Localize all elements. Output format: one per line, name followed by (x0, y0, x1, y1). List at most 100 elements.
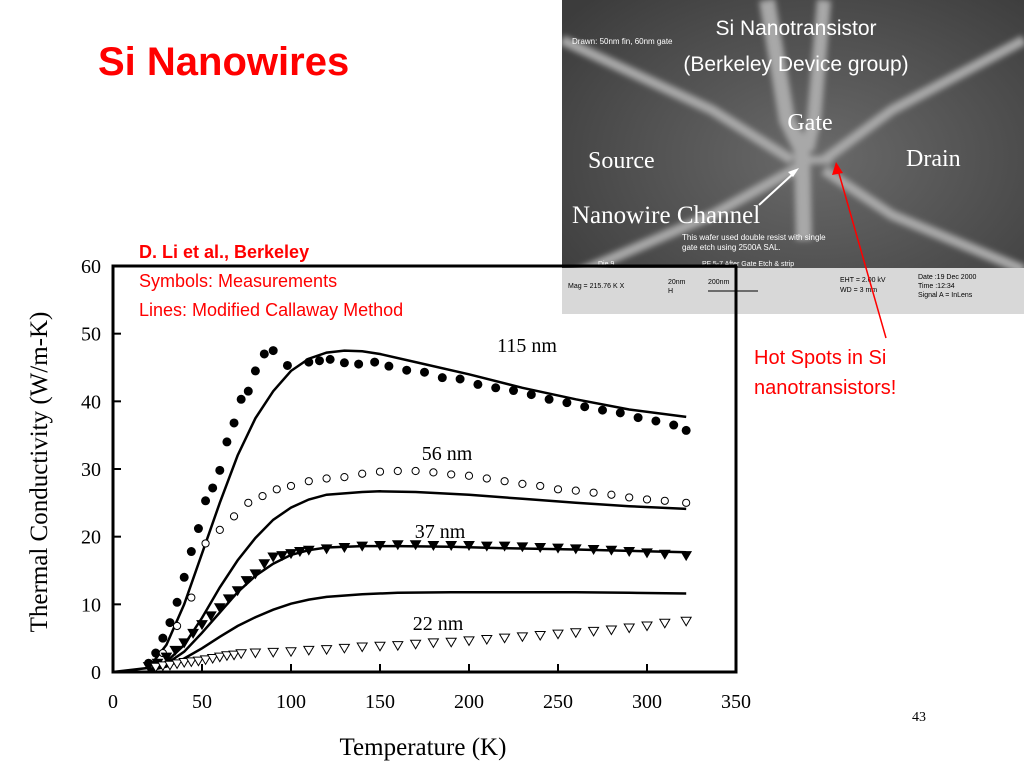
point-115-nm (455, 374, 465, 384)
series-label-22-nm: 22 nm (413, 613, 464, 635)
point-37-nm (680, 551, 693, 562)
label-source: Source (588, 148, 655, 174)
point-115-nm (172, 597, 182, 607)
point-37-nm (187, 628, 199, 639)
y-tick-label: 20 (81, 527, 101, 549)
point-22-nm (356, 642, 369, 653)
point-115-nm (402, 365, 412, 375)
point-37-nm (196, 620, 208, 631)
point-22-nm (285, 647, 297, 658)
point-37-nm (587, 545, 600, 556)
slide-title: Si Nanowires (98, 40, 350, 84)
channel-pointer-arrowhead (788, 168, 799, 177)
point-115-nm (250, 366, 260, 376)
point-56-nm (215, 525, 224, 535)
sem-drawn-caption: Drawn: 50nm fin, 60nm gate (572, 37, 673, 46)
point-37-nm (285, 549, 297, 560)
point-22-nm (235, 649, 248, 660)
point-115-nm (165, 618, 175, 628)
point-115-nm (158, 633, 168, 643)
point-22-nm (680, 616, 693, 627)
point-37-nm (231, 586, 244, 597)
point-22-nm (267, 647, 280, 658)
point-56-nm (589, 488, 598, 497)
chart-citation: D. Li et al., Berkeley Symbols: Measurem… (139, 238, 403, 325)
sem-info-scale1: 20nm (668, 279, 686, 286)
point-56-nm (500, 477, 509, 486)
x-tick-label: 0 (108, 691, 118, 713)
point-22-nm (156, 661, 169, 672)
point-37-nm (240, 576, 253, 587)
point-115-nm (304, 357, 314, 367)
series-label-56-nm: 56 nm (422, 443, 473, 465)
y-tick-label: 30 (81, 459, 101, 481)
point-22-nm (206, 653, 219, 664)
point-37-nm (391, 540, 404, 551)
point-56-nm (536, 481, 545, 491)
point-115-nm (259, 349, 269, 359)
label-nanowire-channel: Nanowire Channel (572, 202, 760, 229)
point-56-nm (358, 469, 367, 478)
channel-pointer-arrow (758, 171, 796, 206)
point-22-nm (463, 636, 475, 647)
point-56-nm (201, 539, 210, 548)
point-115-nm (354, 359, 364, 369)
point-22-nm (192, 656, 205, 667)
point-56-nm (571, 486, 580, 495)
sem-info-step: PF 5-7 After Gate Etch & strip (702, 261, 794, 268)
point-22-nm (445, 637, 458, 648)
point-56-nm (553, 485, 563, 494)
point-115-nm (598, 405, 607, 415)
point-56-nm (244, 498, 253, 507)
citation-symbols-note: Symbols: Measurements (139, 271, 338, 291)
sem-info-scale2: 200nm (708, 279, 730, 286)
point-115-nm (179, 572, 189, 582)
point-37-nm (658, 549, 671, 560)
point-37-nm (534, 542, 547, 553)
point-37-nm (374, 540, 386, 551)
point-37-nm (160, 652, 173, 663)
point-56-nm (187, 593, 196, 602)
x-tick-label: 250 (543, 691, 573, 713)
point-56-nm (607, 490, 616, 499)
x-tick-label: 100 (276, 691, 306, 713)
point-37-nm (480, 541, 493, 552)
sem-info-mag: Mag = 215.76 K X (568, 283, 625, 290)
point-37-nm (516, 542, 529, 553)
point-22-nm (213, 652, 226, 663)
model-line-22-nm (148, 590, 687, 672)
point-22-nm (374, 641, 386, 652)
point-37-nm (294, 547, 306, 558)
point-37-nm (205, 611, 217, 622)
point-56-nm (411, 466, 420, 476)
point-37-nm (605, 545, 618, 556)
point-22-nm (391, 641, 404, 652)
point-37-nm (222, 594, 235, 605)
point-56-nm (482, 474, 491, 483)
hotspot-note: Hot Spots in Si nanotransistors! (754, 343, 896, 403)
point-22-nm (228, 650, 240, 661)
point-37-nm (276, 551, 288, 562)
point-37-nm (409, 540, 422, 551)
point-56-nm (642, 495, 652, 504)
point-22-nm (164, 660, 176, 671)
point-115-nm (562, 398, 572, 408)
point-22-nm (623, 623, 636, 634)
point-37-nm (445, 540, 458, 551)
point-56-nm (518, 479, 527, 488)
label-gate: Gate (787, 110, 832, 136)
point-22-nm (658, 618, 671, 629)
point-22-nm (149, 662, 162, 673)
point-37-nm (169, 645, 182, 656)
point-56-nm (447, 470, 456, 479)
point-115-nm (325, 354, 335, 364)
point-37-nm (623, 547, 636, 558)
point-115-nm (268, 346, 278, 356)
point-115-nm (243, 386, 253, 396)
citation-author: D. Li et al., Berkeley (139, 242, 310, 262)
sem-info-bar (562, 268, 1024, 314)
point-56-nm (229, 512, 239, 521)
point-37-nm (463, 540, 475, 551)
point-56-nm (393, 466, 402, 476)
hotspot-note-line1: Hot Spots in Si (754, 347, 887, 369)
